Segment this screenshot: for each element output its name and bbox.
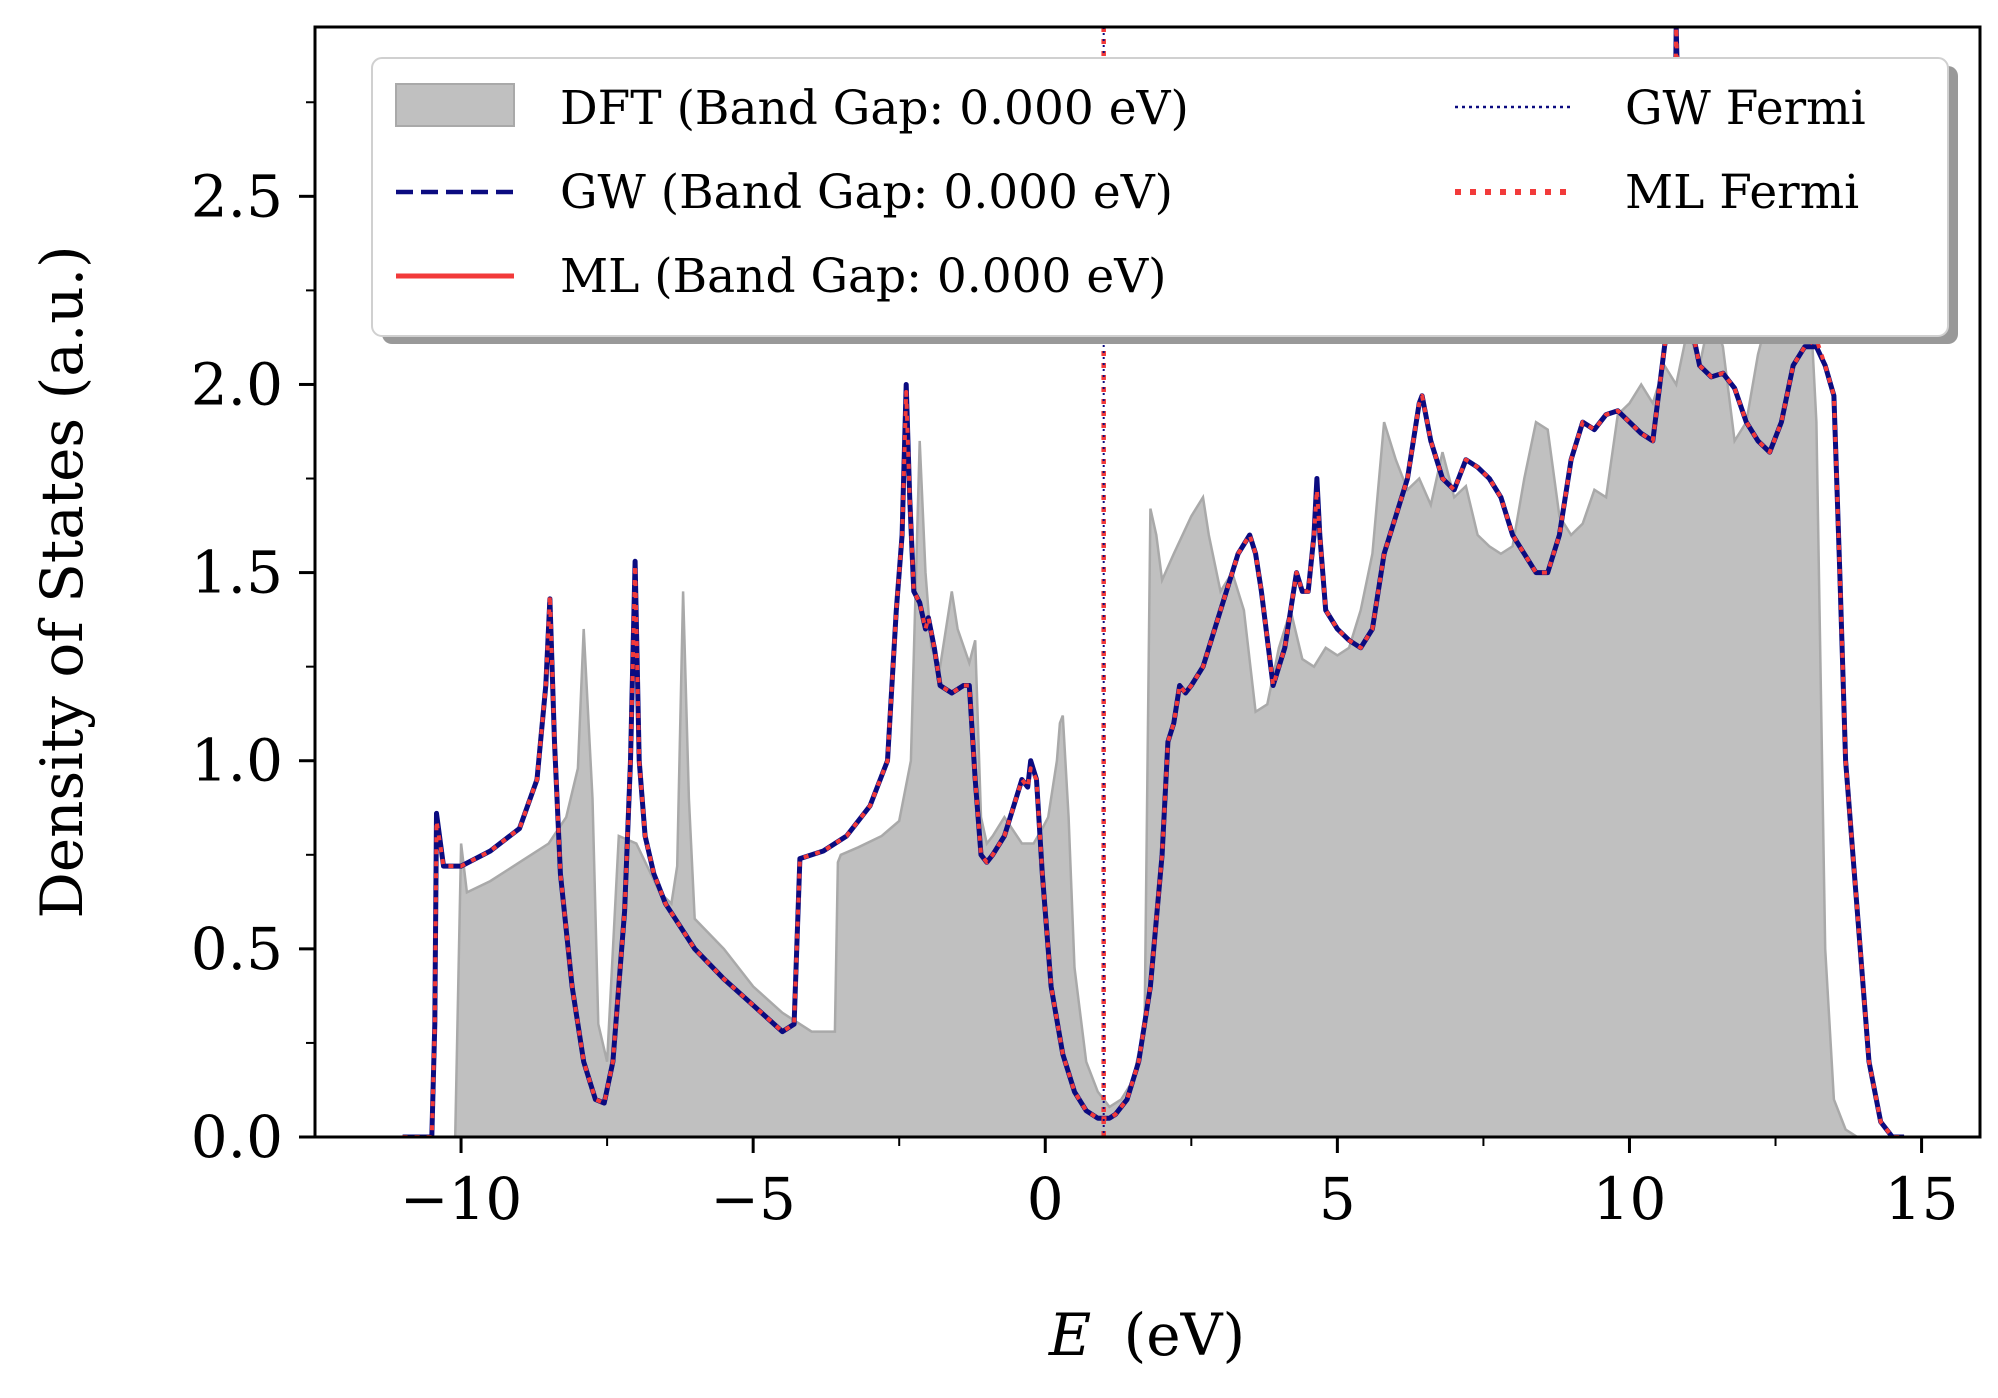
legend-ml-label: ML (Band Gap: 0.000 eV) — [560, 249, 1166, 304]
plot-area — [402, 27, 1905, 1137]
legend-ml-fermi-label: ML Fermi — [1625, 165, 1859, 220]
y-tick-label: 1.5 — [191, 539, 283, 607]
x-tick-label: −5 — [710, 1165, 796, 1233]
axis-ticks: −10 −5 0 5 10 15 0.0 0.5 1.0 1.5 2.0 2.5 — [191, 101, 1959, 1233]
legend-dft-label: DFT (Band Gap: 0.000 eV) — [560, 81, 1189, 136]
x-tick-label: 0 — [1027, 1165, 1064, 1233]
y-axis-label: Density of States (a.u.) — [28, 245, 96, 918]
x-tick-label: 15 — [1885, 1165, 1959, 1233]
x-axis-unit: (eV) — [1124, 1301, 1245, 1369]
legend-gw-fermi-label: GW Fermi — [1625, 81, 1866, 136]
x-tick-label: 5 — [1319, 1165, 1356, 1233]
series-ml-line — [402, 27, 1905, 1137]
legend-box — [371, 57, 1949, 337]
legend-gw-label: GW (Band Gap: 0.000 eV) — [560, 165, 1173, 220]
y-tick-label: 0.0 — [191, 1103, 283, 1171]
y-tick-label: 2.5 — [191, 162, 283, 230]
x-axis-variable: E — [1048, 1301, 1091, 1369]
y-tick-label: 0.5 — [191, 915, 283, 983]
legend-dft-swatch — [395, 83, 515, 127]
axes-frame — [313, 25, 1982, 1139]
x-axis-label: E (eV) — [1048, 1301, 1245, 1369]
legend: DFT (Band Gap: 0.000 eV) GW (Band Gap: 0… — [371, 57, 1958, 344]
y-tick-label: 2.0 — [191, 350, 283, 418]
x-tick-label: −10 — [400, 1165, 522, 1233]
y-tick-label: 1.0 — [191, 727, 283, 795]
x-tick-label: 10 — [1593, 1165, 1667, 1233]
